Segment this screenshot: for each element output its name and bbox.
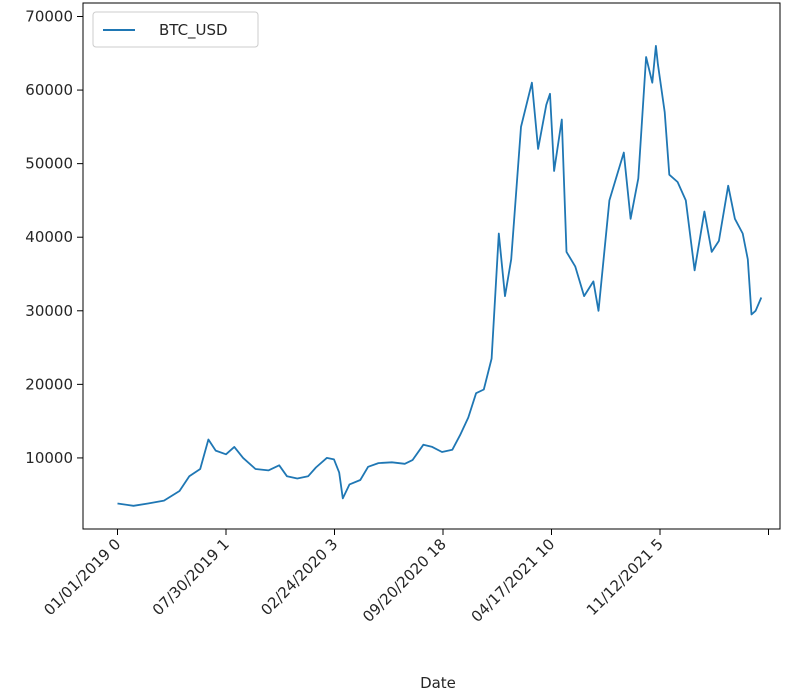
x-tick-label: 02/24/2020 3 xyxy=(257,535,341,619)
y-tick-label: 50000 xyxy=(25,155,73,173)
x-tick-label: 09/20/2020 18 xyxy=(359,535,450,626)
x-axis: 01/01/2019 0 07/30/2019 1 02/24/2020 3 09/2… xyxy=(40,529,769,626)
y-tick-label: 10000 xyxy=(25,449,73,467)
y-tick-label: 60000 xyxy=(25,81,73,99)
y-tick-label: 30000 xyxy=(25,302,73,320)
y-axis: 10000 20000 30000 40000 50000 60000 70000 xyxy=(25,8,83,467)
x-tick-label: 07/30/2019 1 xyxy=(149,535,233,619)
x-axis-label: Date xyxy=(420,674,456,692)
y-tick-label: 40000 xyxy=(25,228,73,246)
x-tick-label: 11/12/2021 5 xyxy=(583,535,667,619)
series-line-btc-usd xyxy=(117,45,763,507)
plot-area xyxy=(82,2,781,530)
x-tick-label: 04/17/2021 10 xyxy=(468,535,559,626)
y-tick-label: 20000 xyxy=(25,375,73,393)
y-tick-label: 70000 xyxy=(25,8,73,26)
legend: BTC_USD xyxy=(92,11,259,48)
legend-label-btc-usd: BTC_USD xyxy=(159,21,228,40)
x-tick-label: 01/01/2019 0 xyxy=(40,535,124,619)
legend-box xyxy=(92,11,259,48)
